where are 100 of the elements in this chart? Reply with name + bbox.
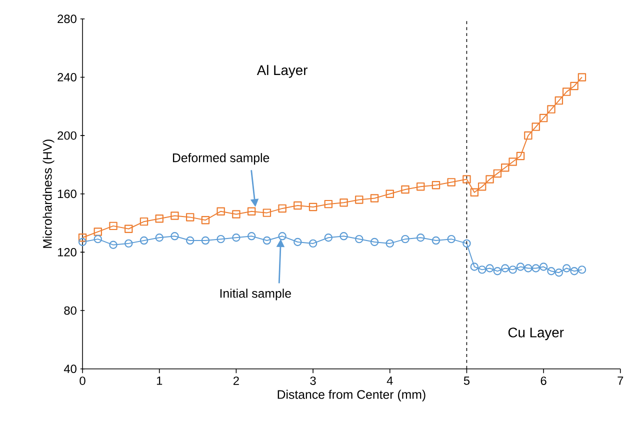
point (355, 234, 364, 243)
x-tick-label: 5 (464, 376, 470, 385)
point (247, 232, 256, 240)
point (578, 72, 586, 82)
y-tick-label: 240 (58, 72, 76, 82)
point (294, 238, 302, 246)
annotation: Deformed sample (172, 152, 270, 164)
point (155, 233, 164, 242)
point (539, 262, 548, 271)
point (78, 238, 87, 246)
point (462, 174, 471, 184)
point (340, 198, 348, 206)
point (140, 217, 148, 226)
point (501, 163, 510, 172)
point (570, 82, 578, 90)
point (432, 236, 440, 244)
point (416, 233, 425, 242)
point (186, 212, 194, 222)
point (562, 264, 571, 272)
x-tick-label: 1 (156, 376, 162, 385)
point (401, 234, 410, 243)
point (247, 207, 256, 216)
point (501, 264, 510, 272)
point (524, 264, 532, 272)
x-tick-label: 3 (310, 376, 316, 385)
point (262, 208, 272, 217)
point (124, 224, 133, 233)
point (324, 233, 333, 242)
point (155, 214, 164, 223)
x-tick-label: 2 (233, 376, 239, 385)
point (340, 232, 348, 240)
point (578, 265, 586, 274)
point (478, 182, 486, 190)
x-tick-label: 7 (618, 376, 624, 385)
point (232, 233, 240, 242)
point (524, 131, 532, 140)
x-tick-label: 6 (540, 376, 546, 385)
point (462, 239, 471, 248)
point (486, 264, 494, 272)
point (355, 195, 364, 204)
point (547, 104, 556, 114)
point (516, 152, 525, 160)
x-axis-title: Distance from Center (mm) (278, 390, 426, 402)
annotation: Al Layer (256, 64, 308, 78)
point (539, 114, 548, 122)
x-tick-label: 4 (386, 376, 393, 385)
point (401, 185, 410, 194)
point (201, 236, 210, 244)
point (232, 210, 240, 218)
point (470, 262, 479, 271)
annotation: Cu Layer (508, 327, 564, 340)
point (124, 239, 133, 248)
point (508, 157, 517, 166)
point (170, 211, 179, 220)
point (94, 227, 102, 236)
y-tick-label: 280 (58, 14, 76, 23)
point (447, 234, 456, 243)
point (554, 96, 564, 104)
y-tick-label: 40 (64, 364, 76, 373)
point (78, 233, 87, 242)
point (201, 216, 210, 224)
point (324, 200, 333, 208)
point (109, 240, 118, 249)
point (262, 236, 272, 244)
point (478, 265, 486, 274)
point (216, 234, 225, 243)
point (308, 239, 318, 248)
point (370, 194, 379, 202)
point (486, 174, 494, 184)
y-tick-label: 160 (58, 189, 76, 198)
point (432, 180, 440, 189)
y-axis-title: Microhardness (HV) (42, 139, 54, 248)
point (447, 178, 456, 186)
point (554, 268, 564, 276)
y-tick-label: 80 (64, 306, 76, 314)
point (170, 232, 179, 240)
y-tick-label: 120 (58, 248, 76, 256)
point (493, 266, 502, 276)
point (140, 236, 148, 244)
point (516, 262, 525, 271)
point (186, 236, 194, 244)
point (386, 190, 394, 198)
point (278, 204, 286, 212)
annotation: Initial sample (220, 288, 291, 300)
point (532, 264, 540, 272)
point (216, 207, 225, 216)
point (386, 239, 394, 248)
x-tick-label: 0 (80, 376, 86, 385)
point (470, 188, 479, 196)
point (109, 222, 118, 230)
point (547, 266, 556, 276)
point (493, 169, 502, 178)
point (570, 266, 578, 276)
point (308, 202, 318, 211)
y-tick-label: 200 (58, 131, 76, 140)
point (416, 182, 425, 190)
point (370, 238, 379, 246)
point (508, 265, 517, 274)
point (294, 201, 302, 210)
point (94, 234, 102, 243)
